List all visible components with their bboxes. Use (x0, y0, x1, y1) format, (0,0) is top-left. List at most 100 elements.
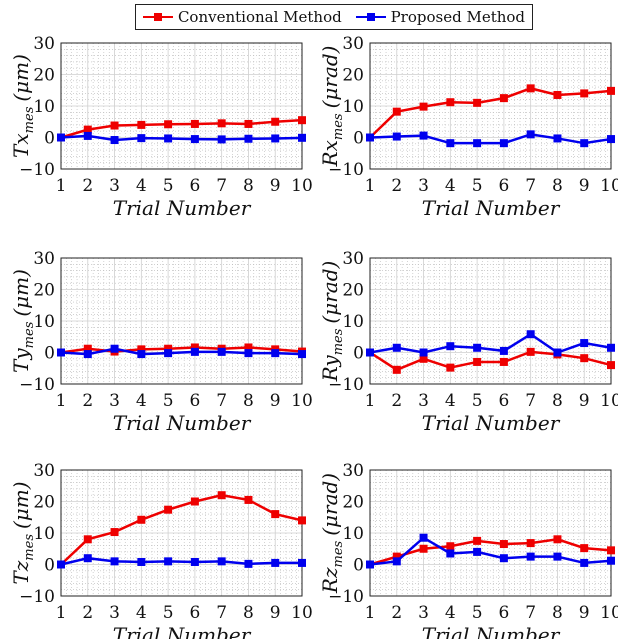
data-point-proposed (499, 139, 508, 148)
data-point-conventional (499, 357, 508, 366)
data-point-conventional (499, 540, 508, 549)
data-point-conventional (137, 120, 146, 129)
x-tick-label: 5 (163, 176, 174, 196)
y-tick-label: 0 (44, 556, 55, 576)
data-point-proposed (366, 348, 374, 357)
data-point-conventional (526, 539, 535, 548)
x-tick-label: 5 (163, 391, 174, 411)
series-line-proposed (369, 536, 612, 566)
data-point-conventional (473, 98, 482, 107)
data-point-proposed (190, 557, 199, 566)
data-point-proposed (580, 558, 589, 567)
data-point-conventional (446, 98, 455, 107)
y-axis-label: Rzmes(μrad) (318, 473, 346, 594)
x-axis-label: Trial Number (113, 623, 252, 639)
data-point-conventional (217, 491, 226, 500)
y-tick-label: −10 (328, 587, 364, 607)
data-point-conventional (137, 345, 146, 354)
data-point-conventional (473, 357, 482, 366)
chart-panel-1: −10 0 10 20 30 1 2 3 4 5 6 7 8 9 10 Trial Number Txmes(μ… (9, 34, 313, 220)
data-point-conventional (392, 552, 401, 561)
data-point-conventional (392, 365, 401, 374)
data-point-proposed (499, 554, 508, 563)
data-point-conventional (419, 544, 428, 553)
x-tick-label: 2 (391, 176, 402, 196)
series-line-conventional (369, 350, 612, 372)
data-point-proposed (83, 131, 92, 140)
data-point-proposed (392, 343, 401, 352)
chart-panel-2: −10 0 10 20 30 1 2 3 4 5 6 7 8 9 10 Trial Number Rxmes(μ… (318, 34, 618, 220)
data-point-proposed (298, 558, 306, 567)
x-tick-label: 2 (82, 391, 93, 411)
x-tick-label: 4 (445, 176, 456, 196)
series-line-proposed (369, 332, 612, 354)
series-line-conventional (60, 118, 303, 139)
data-point-proposed (164, 349, 173, 358)
legend-item-proposed: Proposed Method (355, 8, 525, 26)
data-point-conventional (83, 344, 92, 353)
y-tick-label: −10 (19, 375, 55, 395)
x-tick-label: 4 (136, 603, 147, 623)
data-point-conventional (526, 347, 535, 356)
data-point-proposed (110, 344, 119, 353)
data-point-conventional (499, 94, 508, 103)
x-tick-label: 3 (109, 603, 120, 623)
series-line-conventional (369, 87, 612, 139)
data-point-proposed (244, 559, 253, 568)
data-point-proposed (110, 557, 119, 566)
data-point-proposed (419, 348, 428, 357)
data-point-proposed (244, 349, 253, 358)
data-point-conventional (392, 107, 401, 116)
series-line-proposed (60, 556, 302, 566)
data-point-proposed (553, 348, 562, 357)
plot-frame (369, 257, 612, 385)
legend-red-line-square-icon (142, 12, 173, 22)
x-tick-label: 1 (56, 391, 67, 411)
y-tick-label: 20 (342, 281, 364, 301)
y-tick-label: −10 (328, 160, 364, 180)
data-point-proposed (298, 350, 306, 359)
x-tick-label: 10 (600, 603, 618, 623)
data-point-conventional (607, 546, 615, 555)
data-point-conventional (244, 119, 253, 128)
data-point-proposed (419, 131, 428, 140)
data-point-proposed (392, 557, 401, 566)
data-point-proposed (110, 136, 119, 145)
data-point-proposed (271, 134, 280, 143)
series-line-proposed (60, 347, 303, 356)
data-point-proposed (57, 348, 65, 357)
chart-panel-3: −10 0 10 20 30 1 2 3 4 5 6 7 8 9 10 Trial Number Tymes(μ… (9, 249, 313, 435)
legend-item-conventional: Conventional Method (142, 8, 342, 26)
data-point-conventional (526, 84, 535, 93)
y-axis-label: Rymes(μrad) (318, 261, 346, 383)
y-tick-label: 10 (33, 97, 55, 117)
data-point-conventional (446, 542, 455, 551)
x-tick-label: 10 (291, 603, 313, 623)
data-point-conventional (190, 343, 199, 352)
x-tick-label: 4 (136, 391, 147, 411)
data-point-proposed (473, 547, 482, 556)
plot-frame (60, 42, 303, 170)
x-tick-label: 10 (600, 176, 618, 196)
data-point-proposed (607, 556, 615, 565)
plot-frame (60, 257, 303, 385)
data-point-proposed (553, 134, 562, 143)
data-point-proposed (526, 130, 535, 139)
data-point-proposed (57, 133, 65, 142)
y-tick-label: 10 (342, 312, 364, 332)
data-point-conventional (164, 344, 173, 353)
data-point-proposed (607, 135, 615, 144)
x-tick-label: 3 (109, 176, 120, 196)
data-point-proposed (83, 350, 92, 359)
x-tick-label: 7 (216, 391, 227, 411)
plot-frame (369, 42, 612, 170)
x-tick-label: 8 (243, 603, 254, 623)
legend-blue-line-square-icon (355, 12, 386, 22)
x-tick-label: 4 (136, 176, 147, 196)
data-point-proposed (190, 135, 199, 144)
data-point-conventional (553, 535, 562, 544)
y-tick-label: 0 (353, 556, 364, 576)
series-line-proposed (60, 134, 303, 142)
data-point-conventional (110, 528, 119, 537)
chart-panel-4: −10 0 10 20 30 1 2 3 4 5 6 7 8 9 10 Trial Number Rymes(μ… (318, 249, 618, 435)
